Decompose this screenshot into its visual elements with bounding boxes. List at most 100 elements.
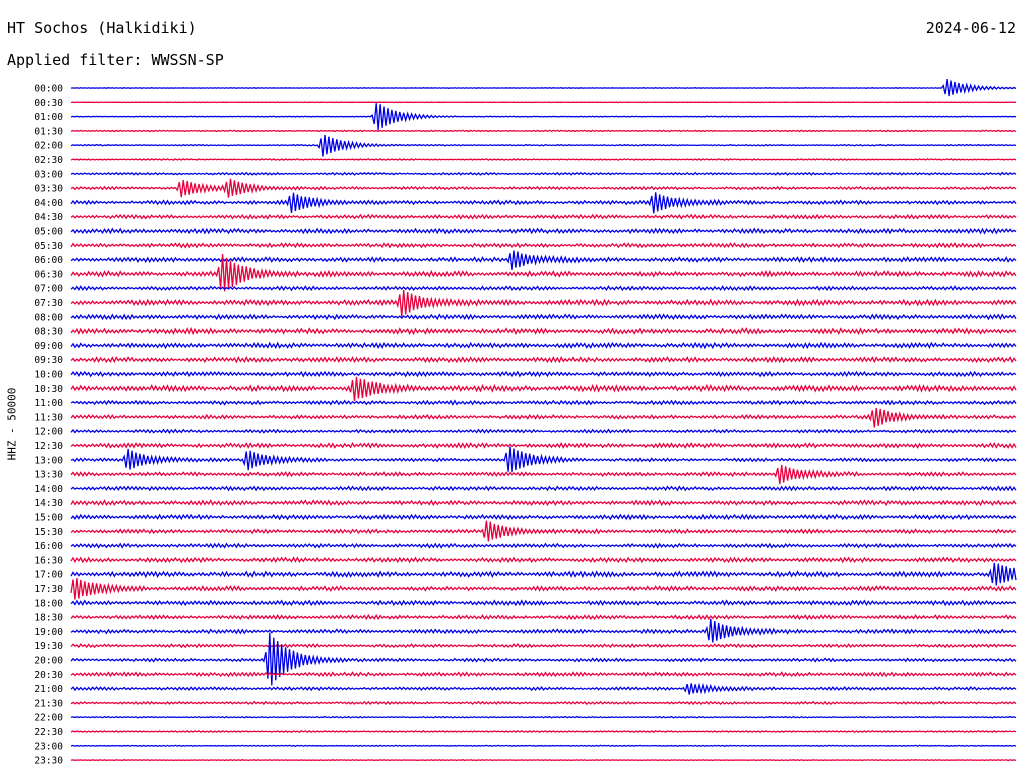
date-label: 2024-06-12: [925, 19, 1016, 37]
trace-line: [70, 407, 1017, 428]
time-tick-label: 00:00: [34, 84, 63, 95]
trace-line: [70, 715, 1017, 719]
trace-line: [70, 227, 1017, 235]
trace-line: [70, 242, 1017, 249]
trace-line: [70, 485, 1017, 492]
time-tick-label: 09:00: [34, 341, 63, 352]
trace-line: [70, 285, 1017, 292]
time-tick-label: 17:00: [34, 570, 63, 581]
time-tick-label: 20:00: [34, 656, 63, 667]
trace-line: [70, 682, 1017, 695]
trace-line: [70, 158, 1017, 161]
seismic-traces: [70, 79, 1017, 762]
trace-line: [70, 562, 1017, 586]
time-labels: 00:00 00:30 01:00 01:30 02:00 02:30 03:00 03:30…: [34, 84, 63, 767]
trace-line: [70, 355, 1017, 364]
time-tick-label: 08:30: [34, 327, 63, 338]
time-tick-label: 14:30: [34, 498, 63, 509]
time-tick-label: 22:00: [34, 713, 63, 724]
trace-line: [70, 613, 1017, 621]
trace-line: [70, 618, 1017, 643]
trace-line: [70, 213, 1017, 220]
trace-line: [70, 171, 1017, 176]
time-tick-label: 15:30: [34, 527, 63, 538]
filter-label: Applied filter: WWSSN-SP: [7, 51, 224, 69]
time-tick-label: 06:00: [34, 255, 63, 266]
time-tick-label: 21:00: [34, 684, 63, 695]
time-tick-label: 03:00: [34, 169, 63, 180]
time-tick-label: 11:00: [34, 398, 63, 409]
trace-line: [70, 520, 1017, 542]
time-tick-label: 01:30: [34, 126, 63, 137]
trace-line: [70, 542, 1017, 549]
time-tick-label: 01:00: [34, 112, 63, 123]
trace-line: [70, 178, 1017, 198]
time-tick-label: 02:30: [34, 155, 63, 166]
time-tick-label: 22:30: [34, 727, 63, 738]
time-tick-label: 15:00: [34, 513, 63, 524]
trace-line: [70, 577, 1017, 600]
time-tick-label: 16:30: [34, 555, 63, 566]
trace-line: [70, 399, 1017, 406]
time-tick-label: 06:30: [34, 269, 63, 280]
trace-line: [70, 464, 1017, 485]
trace-line: [70, 103, 1017, 131]
time-tick-label: 07:00: [34, 284, 63, 295]
time-tick-label: 07:30: [34, 298, 63, 309]
time-tick-label: 20:30: [34, 670, 63, 681]
time-tick-label: 19:00: [34, 627, 63, 638]
trace-line: [70, 326, 1017, 336]
trace-line: [70, 556, 1017, 564]
time-tick-label: 04:30: [34, 212, 63, 223]
station-title: HT Sochos (Halkidiki): [7, 19, 197, 37]
trace-line: [70, 341, 1017, 350]
trace-line: [70, 192, 1017, 214]
trace-line: [70, 599, 1017, 607]
trace-line: [70, 759, 1017, 762]
trace-line: [70, 289, 1017, 317]
trace-line: [70, 250, 1017, 270]
time-tick-label: 05:00: [34, 227, 63, 238]
time-tick-label: 21:30: [34, 698, 63, 709]
time-tick-label: 13:30: [34, 470, 63, 481]
trace-line: [70, 632, 1017, 686]
trace-line: [70, 729, 1017, 733]
trace-line: [70, 441, 1017, 450]
time-tick-label: 03:30: [34, 184, 63, 195]
trace-line: [70, 134, 1017, 157]
time-tick-label: 10:00: [34, 370, 63, 381]
time-tick-label: 18:30: [34, 613, 63, 624]
time-tick-label: 14:00: [34, 484, 63, 495]
trace-line: [70, 129, 1017, 133]
trace-line: [70, 79, 1017, 97]
time-tick-label: 12:30: [34, 441, 63, 452]
time-tick-label: 13:00: [34, 455, 63, 466]
trace-line: [70, 513, 1017, 521]
time-tick-label: 19:30: [34, 641, 63, 652]
time-tick-label: 12:00: [34, 427, 63, 438]
time-tick-label: 00:30: [34, 98, 63, 109]
trace-line: [70, 376, 1017, 401]
time-tick-label: 18:00: [34, 598, 63, 609]
trace-line: [70, 370, 1017, 378]
trace-line: [70, 643, 1017, 649]
trace-line: [70, 671, 1017, 678]
trace-line: [70, 446, 1017, 473]
time-tick-label: 02:00: [34, 141, 63, 152]
time-tick-label: 11:30: [34, 412, 63, 423]
trace-line: [70, 744, 1017, 748]
trace-line: [70, 428, 1017, 434]
time-tick-label: 10:30: [34, 384, 63, 395]
time-tick-label: 17:30: [34, 584, 63, 595]
trace-line: [70, 313, 1017, 321]
time-tick-label: 09:30: [34, 355, 63, 366]
trace-line: [70, 499, 1017, 507]
time-tick-label: 04:00: [34, 198, 63, 209]
time-tick-label: 08:00: [34, 312, 63, 323]
time-tick-label: 16:00: [34, 541, 63, 552]
time-tick-label: 05:30: [34, 241, 63, 252]
trace-line: [70, 700, 1017, 706]
time-tick-label: 23:30: [34, 756, 63, 767]
time-tick-label: 23:00: [34, 741, 63, 752]
